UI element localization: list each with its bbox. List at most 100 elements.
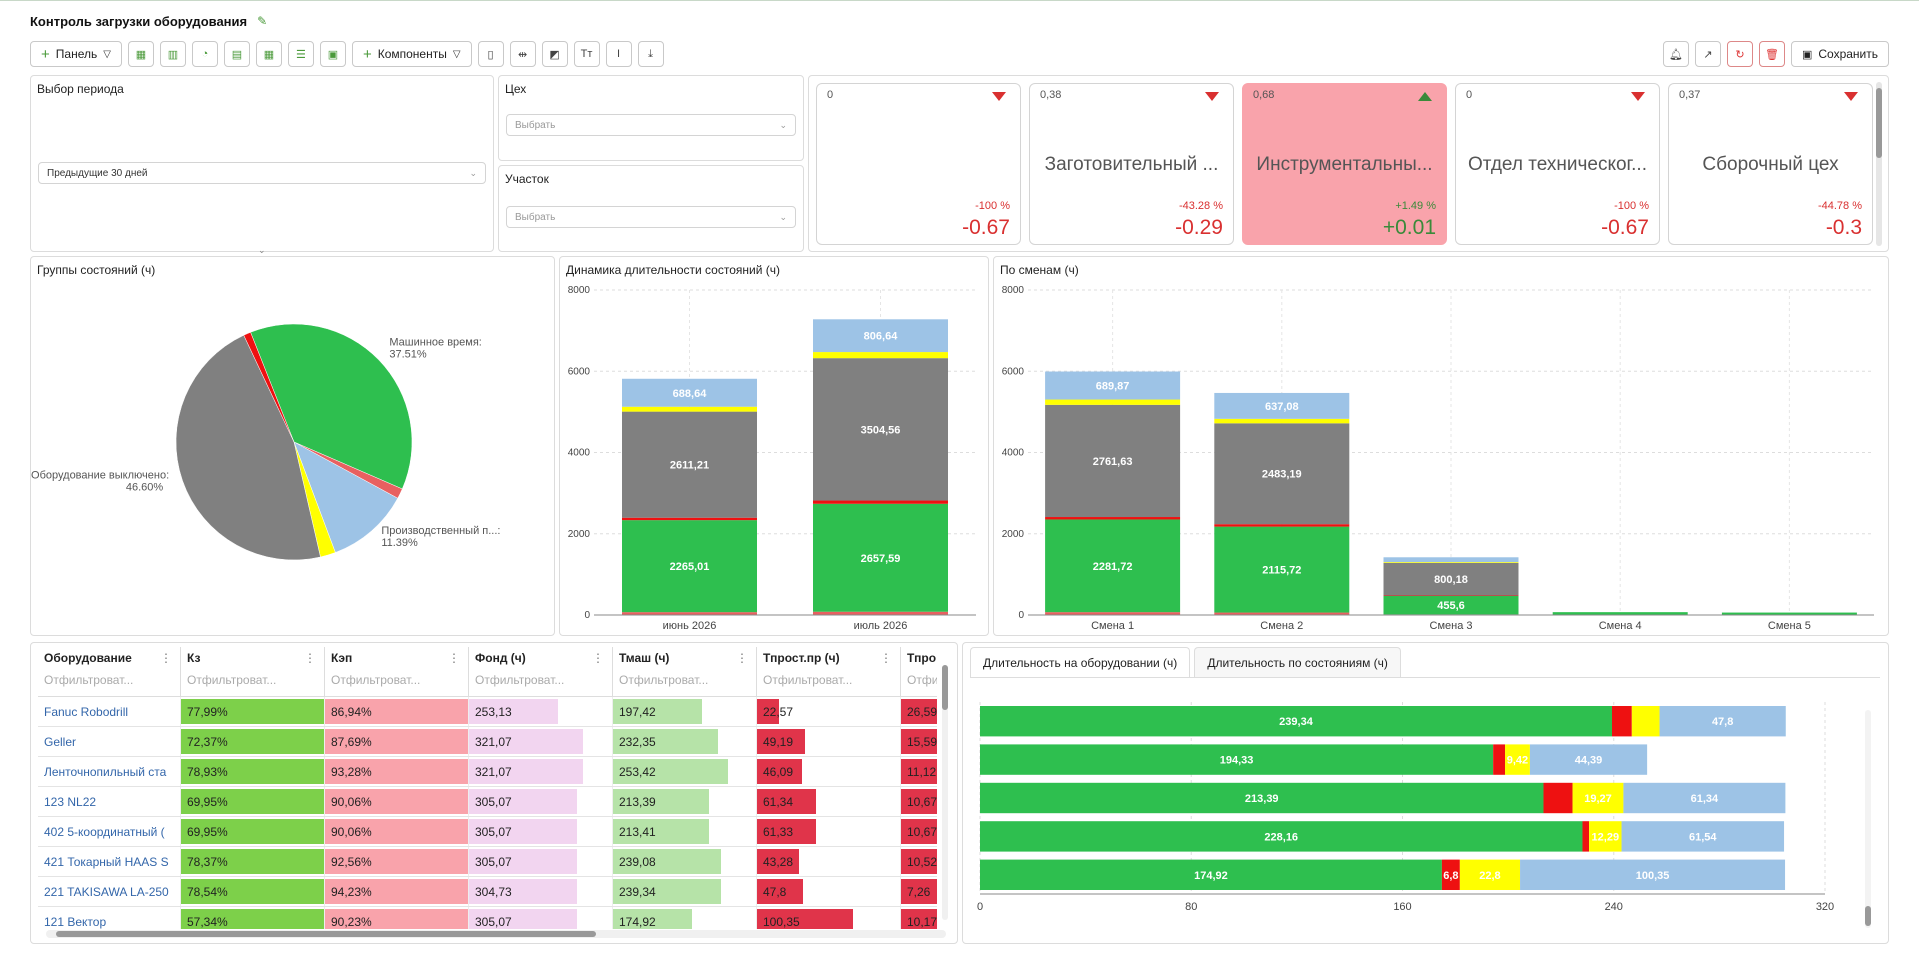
column-header[interactable]: Тмаш (ч) ⋮ Отфильтроват... xyxy=(613,647,757,696)
more-vertical-icon[interactable]: ⋮ xyxy=(592,651,604,665)
bar-segment[interactable] xyxy=(813,358,948,501)
external-link-icon[interactable]: ↗ xyxy=(1694,41,1721,67)
bar-segment[interactable] xyxy=(1045,371,1181,400)
bell-icon[interactable]: 🔔︎ xyxy=(1662,41,1689,67)
pie-slice[interactable] xyxy=(250,323,413,490)
panel-menu-button[interactable]: + Панель ▽ xyxy=(30,41,122,67)
tab-1[interactable]: Длительность по состояниям (ч) xyxy=(1194,647,1401,677)
more-vertical-icon[interactable]: ⋮ xyxy=(304,651,316,665)
bar-segment[interactable] xyxy=(813,611,948,615)
bar-segment[interactable] xyxy=(1214,612,1350,615)
bar-segment[interactable] xyxy=(1383,595,1519,596)
bar-segment[interactable] xyxy=(1383,562,1519,563)
tab-0[interactable]: Длительность на оборудовании (ч) xyxy=(970,647,1191,677)
table-hscroll[interactable] xyxy=(46,930,946,938)
table-cell[interactable]: 421 Токарный HAAS S xyxy=(38,847,181,876)
bar-segment[interactable] xyxy=(622,517,757,521)
column-filter-input[interactable]: Отфильтроват... xyxy=(331,673,421,687)
column-header[interactable]: Кэп ⋮ Отфильтроват... xyxy=(325,647,469,696)
kpi-card[interactable]: 0,37 Сборочный цех -44.78 % -0.3 xyxy=(1668,83,1873,245)
scrollbar-thumb[interactable] xyxy=(1865,906,1871,926)
kpi-scrollbar[interactable] xyxy=(1876,82,1882,246)
table-row[interactable]: Ленточнопильный ста 78,93% 93,28% 321,07 253… xyxy=(38,757,937,787)
hbar-scrollbar[interactable] xyxy=(1865,710,1871,928)
column-filter-input[interactable]: Отфильтроват... xyxy=(44,673,134,687)
table-cell[interactable]: Geller xyxy=(38,727,181,756)
bar-segment[interactable] xyxy=(1441,859,1460,890)
bar-segment[interactable] xyxy=(1520,859,1786,890)
pie-slice[interactable] xyxy=(293,441,399,553)
bar-segment[interactable] xyxy=(1529,744,1648,775)
table-cell[interactable]: 402 5-координатный ( xyxy=(38,817,181,846)
more-vertical-icon[interactable]: ⋮ xyxy=(736,651,748,665)
text-size-icon[interactable]: Tт xyxy=(573,41,600,67)
fill-icon[interactable]: ◩ xyxy=(541,41,568,67)
table-cell[interactable]: 121 Вектор xyxy=(38,907,181,929)
table-cell[interactable]: Fanuc Robodrill xyxy=(38,697,181,726)
period-select[interactable]: Предыдущие 30 дней ⌄ xyxy=(38,162,486,184)
kpi-card[interactable]: 0,38 Заготовительный ... -43.28 % -0.29 xyxy=(1029,83,1234,245)
more-vertical-icon[interactable]: ⋮ xyxy=(448,651,460,665)
bar-segment[interactable] xyxy=(622,520,757,613)
table-row[interactable]: 221 TAKISAWA LA-250 78,54% 94,23% 304,73 239… xyxy=(38,877,937,907)
calendar-icon[interactable]: ▣ xyxy=(319,41,346,67)
save-button[interactable]: ▣ Сохранить xyxy=(1790,41,1889,67)
bar-segment[interactable] xyxy=(813,503,948,612)
column-header[interactable]: Тпро⋮Отфильтроват... xyxy=(901,647,937,696)
more-vertical-icon[interactable]: ⋮ xyxy=(880,651,892,665)
bar-segment[interactable] xyxy=(1631,706,1660,737)
bar-chart-icon[interactable]: ▥ xyxy=(159,41,186,67)
table-row[interactable]: 421 Токарный HAAS S 78,37% 92,56% 305,07 239… xyxy=(38,847,937,877)
grid-icon[interactable]: ▦ xyxy=(255,41,282,67)
bar-segment[interactable] xyxy=(980,859,1442,890)
bar-segment[interactable] xyxy=(1214,526,1350,613)
column-header[interactable]: Оборудование ⋮ Отфильтроват... xyxy=(38,647,181,696)
bar-segment[interactable] xyxy=(1383,595,1519,615)
table-row[interactable]: 121 Вектор 57,34% 90,23% 305,07 174,92 100,35… xyxy=(38,907,937,929)
table-vscroll[interactable] xyxy=(942,665,948,920)
shop-select[interactable]: Выбрать ⌄ xyxy=(506,114,796,136)
column-header[interactable]: Фонд (ч) ⋮ Отфильтроват... xyxy=(469,647,613,696)
bar-segment[interactable] xyxy=(1621,821,1785,852)
column-header[interactable]: Кз ⋮ Отфильтроват... xyxy=(181,647,325,696)
column-header[interactable]: Тпрост.пр (ч) ⋮ Отфильтроват... xyxy=(757,647,901,696)
table-cell[interactable]: Ленточнопильный ста xyxy=(38,757,181,786)
kpi-card[interactable]: 0,68 Инструментальны... +1.49 % +0.01 xyxy=(1242,83,1447,245)
table-row[interactable]: 402 5-координатный (69,95% 90,06% 305,07 21… xyxy=(38,817,937,847)
bar-segment[interactable] xyxy=(1045,404,1181,518)
list-icon[interactable]: ☰ xyxy=(287,41,314,67)
table-cell[interactable]: 221 TAKISAWA LA-250 xyxy=(38,877,181,906)
bar-segment[interactable] xyxy=(622,411,757,518)
bar-segment[interactable] xyxy=(622,406,757,412)
bar-segment[interactable] xyxy=(1383,557,1519,563)
pie-slice[interactable] xyxy=(243,331,295,443)
bar-segment[interactable] xyxy=(813,352,948,359)
pie-slice[interactable] xyxy=(175,334,321,561)
column-filter-input[interactable]: Отфильтроват... xyxy=(475,673,565,687)
kpi-card[interactable]: 0 Отдел техническог... -100 % -0.67 xyxy=(1455,83,1660,245)
document-icon[interactable]: ▤ xyxy=(223,41,250,67)
bar-segment[interactable] xyxy=(1214,392,1350,419)
table-icon[interactable]: ▦ xyxy=(127,41,154,67)
bar-segment[interactable] xyxy=(1721,612,1857,615)
bar-segment[interactable] xyxy=(980,821,1583,852)
pencil-icon[interactable]: ✎ xyxy=(257,14,268,28)
bar-segment[interactable] xyxy=(1045,517,1181,520)
refresh-icon[interactable]: ↻ xyxy=(1726,41,1753,67)
bar-segment[interactable] xyxy=(1214,423,1350,525)
area-select[interactable]: Выбрать ⌄ xyxy=(506,206,796,228)
more-vertical-icon[interactable]: ⋮ xyxy=(160,651,172,665)
table-row[interactable]: Geller 72,37% 87,69% 321,07 232,35 49,19 15,59 xyxy=(38,727,937,757)
bar-segment[interactable] xyxy=(1623,782,1786,814)
bar-segment[interactable] xyxy=(813,319,948,353)
kpi-card[interactable]: 0 -100 % -0.67 xyxy=(816,83,1021,245)
bar-segment[interactable] xyxy=(1214,418,1350,424)
bar-segment[interactable] xyxy=(1572,782,1624,814)
bar-segment[interactable] xyxy=(1045,399,1181,405)
bar-segment[interactable] xyxy=(1659,706,1786,737)
align-center-icon[interactable]: ⇹ xyxy=(509,41,536,67)
column-layout-icon[interactable]: ▯ xyxy=(477,41,504,67)
bar-segment[interactable] xyxy=(1214,524,1350,527)
scrollbar-thumb[interactable] xyxy=(56,931,596,937)
column-filter-input[interactable]: Отфильтроват... xyxy=(619,673,709,687)
